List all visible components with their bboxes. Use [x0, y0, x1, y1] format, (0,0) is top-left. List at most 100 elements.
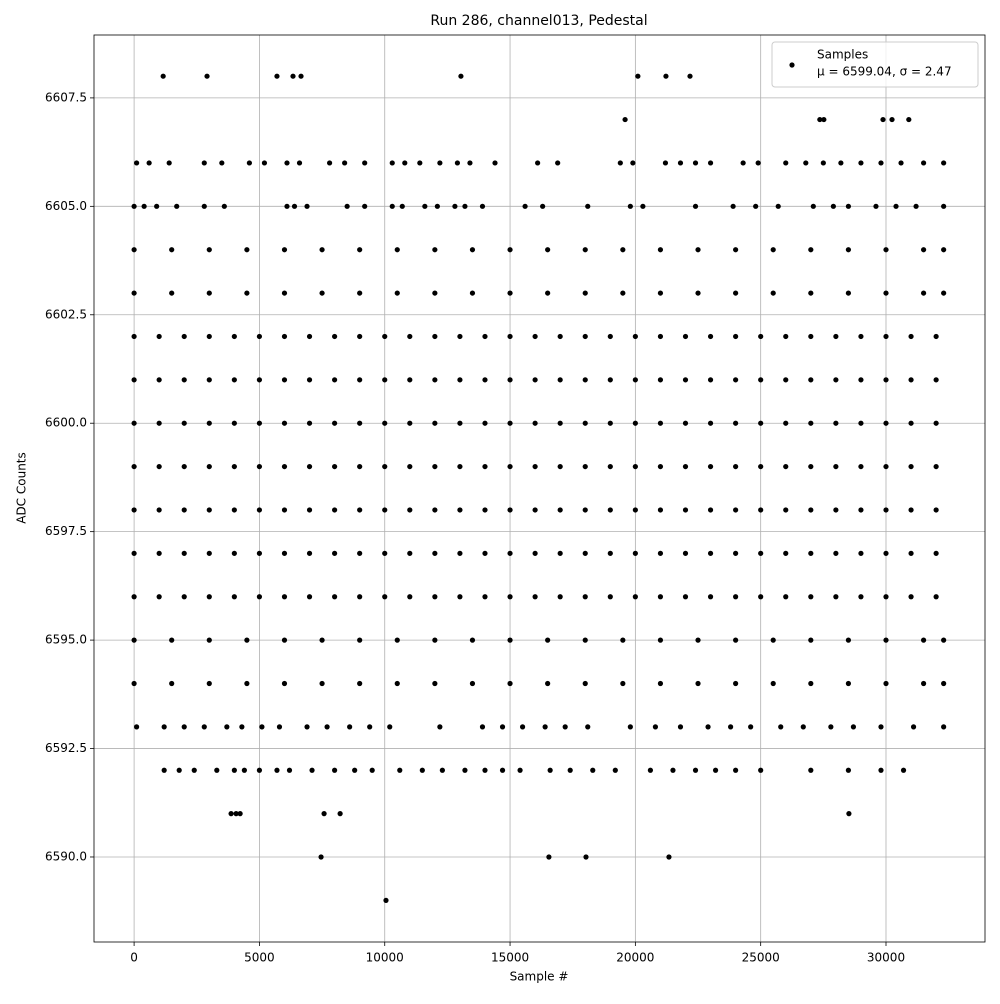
chart-title: Run 286, channel013, Pedestal	[430, 13, 647, 29]
data-point	[324, 724, 330, 730]
data-point	[407, 594, 413, 600]
data-point	[838, 160, 844, 166]
data-point	[382, 550, 388, 556]
data-point	[941, 160, 947, 166]
data-point	[547, 767, 553, 773]
data-point	[281, 550, 288, 556]
data-point	[858, 594, 864, 600]
data-point	[883, 680, 889, 687]
y-tick-label: 6590.0	[45, 849, 87, 863]
data-point	[131, 290, 137, 296]
data-point	[858, 420, 864, 426]
data-point	[482, 333, 488, 340]
data-point	[407, 507, 413, 513]
data-point	[457, 333, 463, 340]
data-point	[880, 116, 886, 123]
data-point	[692, 767, 699, 773]
data-point	[582, 333, 588, 340]
data-point	[695, 247, 701, 253]
data-point	[622, 116, 628, 123]
data-point	[169, 637, 175, 643]
data-point	[783, 333, 789, 340]
data-point	[532, 377, 538, 383]
data-point	[908, 550, 914, 556]
data-point	[332, 333, 338, 340]
data-point	[437, 724, 443, 730]
data-point	[583, 854, 589, 860]
data-point	[181, 420, 187, 426]
data-point	[166, 160, 172, 166]
data-point	[141, 203, 147, 209]
data-point	[507, 333, 513, 340]
data-point	[160, 73, 166, 79]
data-point	[332, 550, 338, 556]
data-point	[758, 377, 764, 383]
data-point	[309, 767, 315, 773]
data-point	[507, 377, 513, 383]
data-point	[657, 420, 664, 426]
data-point	[347, 724, 353, 730]
data-point	[479, 724, 486, 730]
data-point	[555, 160, 561, 166]
data-point	[662, 160, 669, 166]
data-point	[758, 463, 764, 470]
data-point	[733, 420, 739, 426]
data-point	[908, 594, 914, 600]
data-point	[507, 420, 513, 426]
data-point	[319, 290, 325, 296]
data-point	[419, 767, 425, 773]
data-point	[898, 160, 904, 166]
data-point	[692, 160, 699, 166]
y-tick-label: 6607.5	[45, 90, 87, 104]
data-point	[507, 594, 513, 600]
data-point	[256, 333, 263, 340]
data-point	[284, 203, 290, 209]
data-point	[181, 550, 187, 556]
data-point	[783, 507, 789, 513]
data-point	[206, 637, 212, 643]
data-point	[632, 333, 638, 340]
data-point	[206, 507, 212, 513]
data-point	[281, 420, 288, 426]
y-tick-label: 6602.5	[45, 307, 87, 321]
data-point	[941, 290, 947, 296]
data-point	[883, 377, 889, 383]
data-point	[920, 680, 927, 687]
legend-marker	[789, 62, 795, 68]
data-point	[383, 897, 389, 903]
data-point	[206, 377, 212, 383]
data-point	[291, 203, 298, 209]
data-point	[657, 550, 664, 556]
data-point	[507, 247, 513, 253]
data-point	[256, 550, 263, 556]
data-point	[482, 550, 488, 556]
data-point	[535, 160, 541, 166]
data-point	[920, 637, 927, 643]
data-point	[482, 377, 488, 383]
data-point	[439, 767, 445, 773]
y-axis-label: ADC Counts	[15, 452, 29, 524]
data-point	[635, 73, 641, 79]
data-point	[833, 377, 839, 383]
data-point	[557, 507, 563, 513]
data-point	[858, 463, 864, 470]
data-point	[492, 160, 498, 166]
data-point	[933, 507, 939, 513]
data-point	[332, 420, 338, 426]
data-point	[920, 290, 927, 296]
data-point	[389, 203, 395, 209]
data-point	[582, 377, 588, 383]
data-point	[627, 724, 633, 730]
data-point	[214, 767, 220, 773]
data-point	[933, 463, 939, 470]
data-point	[900, 767, 907, 773]
data-point	[783, 420, 789, 426]
data-point	[532, 550, 538, 556]
data-point	[657, 637, 664, 643]
data-point	[562, 724, 568, 730]
data-point	[682, 550, 689, 556]
data-point	[131, 333, 137, 340]
data-point	[557, 550, 563, 556]
data-point	[657, 290, 664, 296]
data-point	[432, 290, 438, 296]
